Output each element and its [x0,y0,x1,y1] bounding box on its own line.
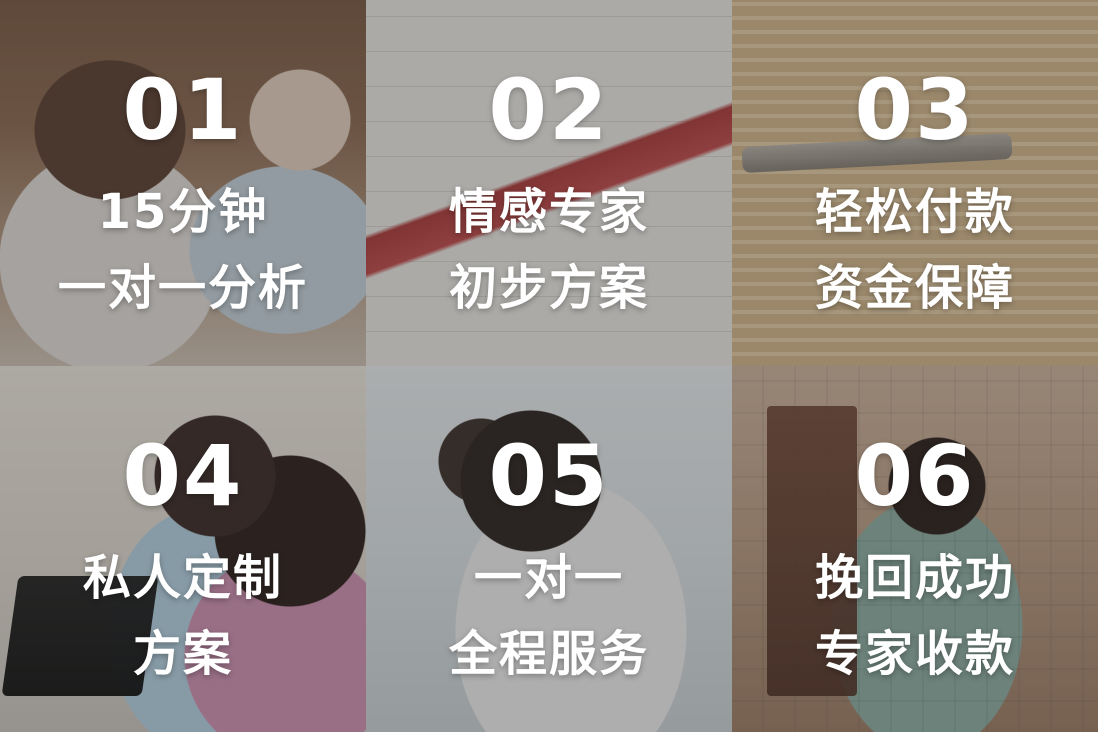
step-title-line-2: 专家收款 [814,626,1015,682]
image-overlay [366,0,732,366]
step-title-line-1: 一对一 [473,550,624,606]
step-title-line-1: 15分钟 [97,184,269,240]
step-title-line-2: 方案 [132,626,233,682]
tile-05: 05 一对一 全程服务 [366,366,732,732]
tile-04: 04 私人定制 方案 [0,366,366,732]
tile-02: 02 情感专家 初步方案 [366,0,732,366]
step-title-line-2: 一对一分析 [57,260,308,316]
image-overlay [366,366,732,732]
step-number: 06 [854,427,976,525]
step-number: 05 [488,427,610,525]
call-center-photo [366,366,732,732]
step-title-line-1: 情感专家 [448,184,649,240]
step-title-line-1: 轻松付款 [814,184,1015,240]
step-title-line-2: 资金保障 [814,260,1015,316]
tile-01: 01 15分钟 一对一分析 [0,0,366,366]
step-title-line-2: 全程服务 [448,626,649,682]
coins-and-key-photo [732,0,1098,366]
step-number: 04 [122,427,244,525]
step-number: 02 [488,61,610,159]
tile-03: 03 轻松付款 资金保障 [732,0,1098,366]
image-overlay [732,0,1098,366]
tile-06: 06 挽回成功 专家收款 [732,366,1098,732]
door-shape [767,406,857,696]
image-overlay [0,0,366,366]
step-number: 01 [122,61,244,159]
step-title-line-1: 挽回成功 [814,550,1015,606]
notebook-photo [366,0,732,366]
consultation-photo [0,0,366,366]
step-number: 03 [854,61,976,159]
image-overlay [0,366,366,732]
step-title-line-1: 私人定制 [82,550,283,606]
step-title-line-2: 初步方案 [448,260,649,316]
image-overlay [732,366,1098,732]
